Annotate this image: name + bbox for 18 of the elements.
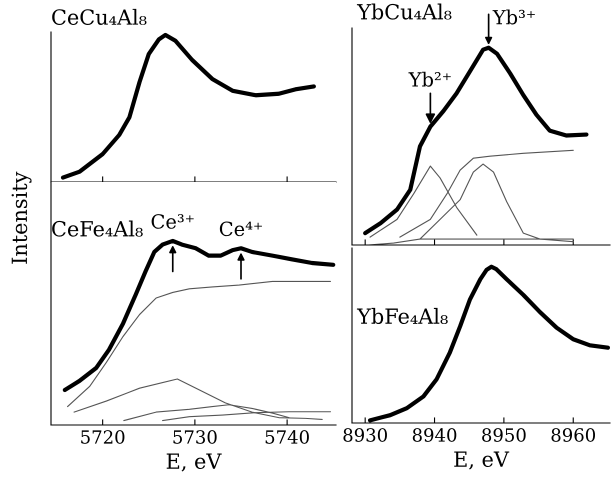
x-axis-title: E, eV: [166, 454, 222, 472]
annotation: Ce³⁺: [152, 214, 194, 229]
y-axis-title: Intensity: [12, 172, 32, 264]
x-tick-label: 5720: [81, 430, 124, 444]
x-tick-label: 8950: [482, 428, 526, 442]
chart-title: CeFe₄Al₈: [52, 220, 143, 237]
x-tick-label: 8930: [343, 428, 387, 442]
x-tick-label: 5730: [173, 430, 217, 444]
x-tick-label: 5740: [266, 430, 309, 444]
annotation: Yb³⁺: [492, 9, 535, 25]
annotation: Yb²⁺: [408, 72, 451, 87]
x-tick-label: 8960: [551, 428, 596, 442]
x-tick-label: 8940: [412, 428, 456, 442]
x-axis-title: E, eV: [454, 452, 510, 470]
text: YbFe₄Al₈: [356, 308, 448, 324]
annotation: Ce⁴⁺: [220, 221, 262, 236]
chart-title: CeCu₄Al₈: [52, 8, 146, 25]
chart-title: YbCu₄Al₈: [356, 3, 452, 20]
